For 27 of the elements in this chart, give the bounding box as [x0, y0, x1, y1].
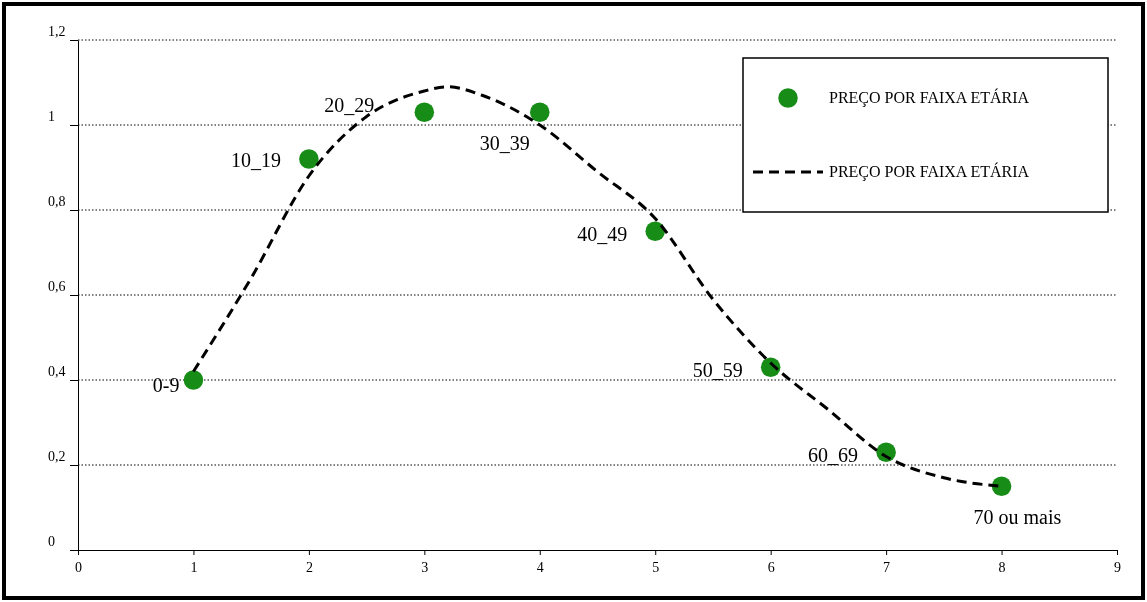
x-tick-label: 9 [1114, 560, 1121, 575]
annotation: 70 ou mais [973, 506, 1062, 529]
annotation: 30_39 [479, 132, 530, 155]
annotation: 50_59 [692, 359, 743, 382]
y-tick-label: 0 [48, 534, 55, 550]
x-tick-label: 7 [883, 560, 891, 575]
y-tick-label: 0,6 [48, 279, 66, 295]
y-tick-label: 1 [48, 109, 55, 125]
legend-label: PREÇO POR FAIXA ETÁRIA [829, 88, 1030, 107]
x-tick-label: 0 [75, 560, 82, 575]
x-tick-label: 2 [305, 560, 313, 575]
y-tick-label: 0,2 [48, 449, 66, 465]
x-tick-label: 4 [536, 560, 544, 575]
x-tick-label: 6 [767, 560, 775, 575]
annotation: 20_29 [324, 94, 375, 117]
x-tick-label: 5 [652, 560, 660, 575]
y-tick-label: 0,8 [48, 194, 66, 210]
y-tick-label: 0,4 [48, 364, 66, 380]
x-tick-label: 8 [998, 560, 1006, 575]
x-tick-label: 3 [421, 560, 429, 575]
annotation: 40_49 [577, 223, 628, 246]
y-tick-label: 1,2 [48, 24, 66, 40]
annotation: 10_19 [230, 149, 281, 171]
x-tick-label: 1 [190, 560, 198, 575]
legend-label: PREÇO POR FAIXA ETÁRIA [829, 162, 1030, 181]
annotation: 0-9 [152, 374, 180, 396]
annotation: 60_69 [808, 444, 859, 467]
